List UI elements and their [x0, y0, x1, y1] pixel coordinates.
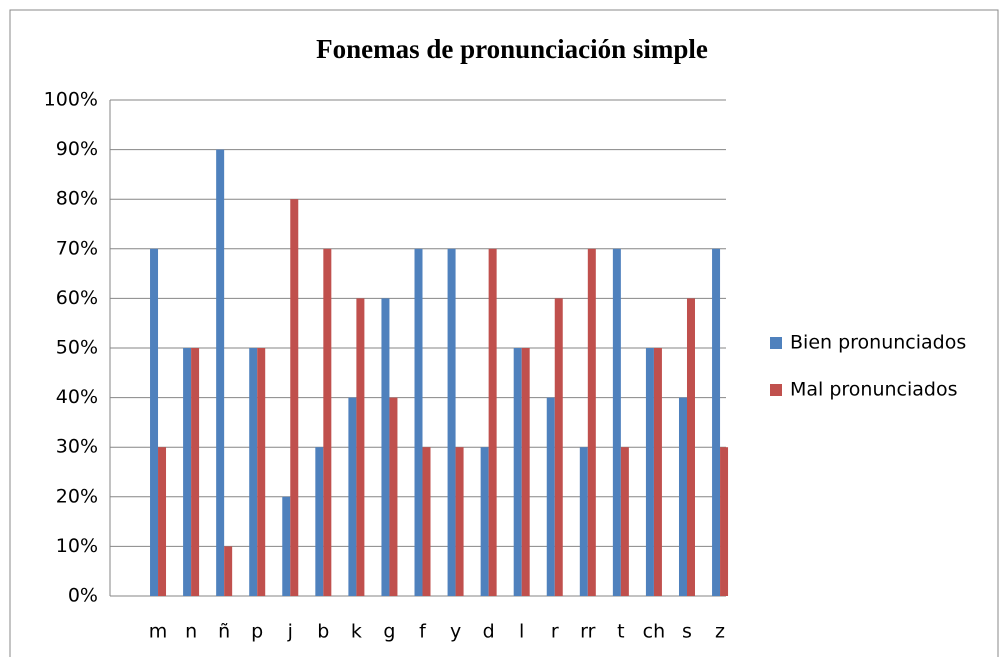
x-tick-label: t — [617, 621, 624, 643]
x-tick-label: m — [149, 621, 168, 643]
x-tick-label: rr — [580, 621, 595, 643]
bar — [554, 298, 563, 596]
bar — [323, 248, 332, 597]
bar — [422, 447, 431, 596]
x-tick-label: j — [287, 621, 293, 643]
bar — [389, 397, 398, 596]
y-tick-label: 0% — [68, 585, 98, 607]
bar — [587, 248, 596, 597]
x-tick-label: l — [519, 621, 524, 643]
x-tick-label: s — [682, 621, 692, 643]
bar — [356, 298, 365, 596]
bar — [257, 348, 266, 596]
legend-label: Bien pronunciados — [790, 332, 966, 354]
bar — [224, 546, 233, 596]
x-tick-label: d — [483, 621, 495, 643]
y-tick-label: 60% — [56, 287, 98, 309]
bar — [645, 348, 654, 596]
y-tick-label: 80% — [56, 188, 98, 210]
bar — [612, 248, 621, 597]
x-tick-label: r — [551, 621, 559, 643]
bar — [488, 248, 497, 597]
bar — [282, 496, 291, 596]
bar — [348, 397, 357, 596]
bar — [653, 348, 662, 596]
bar — [521, 348, 530, 596]
y-tick-label: 40% — [56, 386, 98, 408]
y-tick-label: 100% — [44, 89, 98, 111]
bar — [620, 447, 629, 596]
bar — [381, 298, 390, 596]
x-tick-label: n — [185, 621, 197, 643]
bar — [183, 348, 192, 596]
bar — [720, 447, 729, 596]
y-tick-label: 70% — [56, 237, 98, 259]
y-tick-label: 10% — [56, 535, 98, 557]
bar — [216, 149, 225, 596]
bar — [513, 348, 522, 596]
x-tick-label: y — [450, 621, 461, 643]
legend-swatch — [770, 384, 782, 396]
bar — [414, 248, 423, 597]
chart-frame — [9, 9, 999, 657]
chart-title: Fonemas de pronunciación simple — [316, 34, 708, 64]
bar — [546, 397, 555, 596]
x-tick-label: ñ — [218, 621, 230, 643]
bar — [315, 447, 324, 596]
bar — [455, 447, 464, 596]
x-tick-label: ch — [643, 621, 666, 643]
legend-label: Mal pronunciados — [790, 379, 958, 401]
y-tick-label: 30% — [56, 436, 98, 458]
bar — [290, 199, 299, 596]
x-tick-label: z — [715, 621, 725, 643]
legend-swatch — [770, 337, 782, 349]
bar — [579, 447, 588, 596]
x-tick-label: g — [383, 621, 395, 643]
bar — [678, 397, 687, 596]
bar — [480, 447, 489, 596]
bar — [158, 447, 167, 596]
x-tick-label: b — [317, 621, 329, 643]
bar — [150, 248, 159, 597]
bar — [712, 248, 721, 597]
bar — [447, 248, 456, 597]
x-tick-label: f — [419, 621, 427, 643]
bar — [686, 298, 695, 596]
y-tick-label: 90% — [56, 138, 98, 160]
y-tick-label: 20% — [56, 485, 98, 507]
bar — [249, 348, 258, 596]
y-tick-label: 50% — [56, 337, 98, 359]
x-tick-label: k — [351, 621, 362, 643]
x-tick-label: p — [251, 621, 263, 643]
bar — [191, 348, 200, 596]
